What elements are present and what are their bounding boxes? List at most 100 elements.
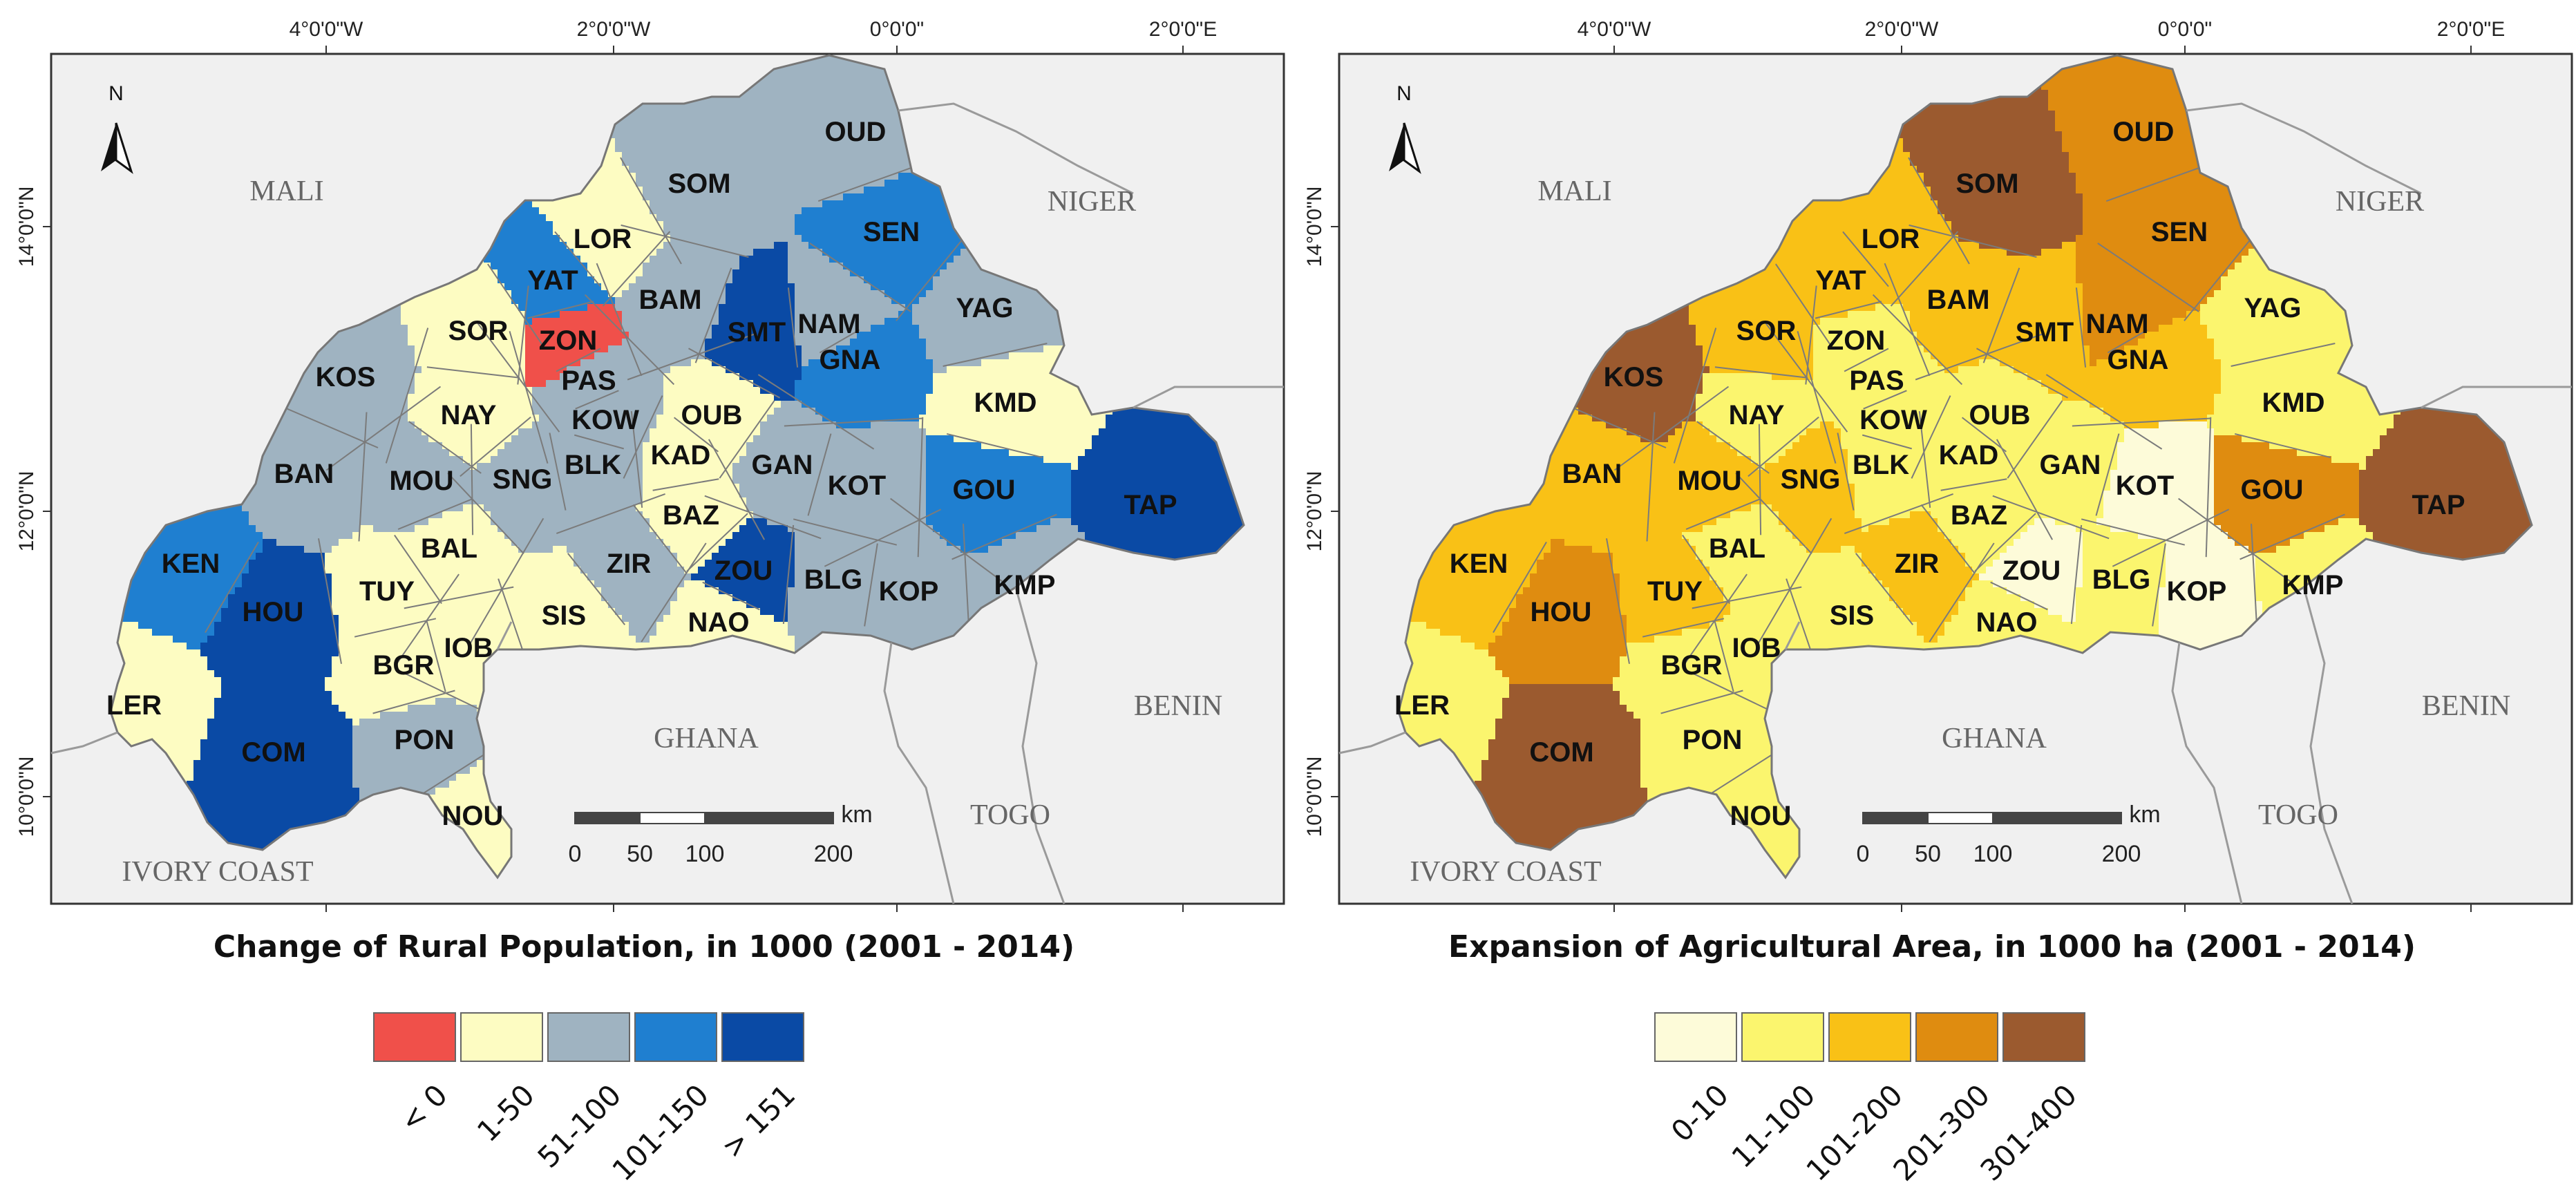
- province-label-zou: ZOU: [714, 556, 773, 586]
- map-rural-population: 4°0'0"W 2°0'0"W 0°0'0" 2°0'0"E 14°0'0"N 12°0'…: [15, 18, 1285, 912]
- province-label-yat: YAT: [527, 265, 578, 296]
- province-label-bal: BAL: [421, 533, 477, 564]
- scale-tick: 200: [814, 841, 853, 867]
- province-label-mou: MOU: [389, 466, 453, 496]
- burkina-faso-outline: [1397, 54, 2533, 880]
- country-label: BENIN: [2422, 690, 2510, 722]
- province-label-lor: LOR: [1862, 224, 1920, 254]
- province-label-yat: YAT: [1815, 265, 1866, 296]
- latitude-label: 10°0'0"N: [1303, 757, 1326, 837]
- province-label-gou: GOU: [952, 475, 1015, 505]
- province-label-sen: SEN: [2151, 217, 2208, 247]
- province-label-hou: HOU: [1531, 597, 1592, 627]
- province-label-sen: SEN: [863, 217, 920, 247]
- province-label-smt: SMT: [2016, 317, 2074, 348]
- province-label-kmp: KMP: [994, 570, 1056, 600]
- province-label-zon: ZON: [539, 325, 597, 356]
- province-label-gou: GOU: [2240, 475, 2303, 505]
- scale-bar: 0 50 100 200 km: [569, 801, 873, 867]
- province-label-bgr: BGR: [1661, 650, 1723, 681]
- country-label: BENIN: [1134, 690, 1222, 722]
- country-label: MALI: [1537, 175, 1611, 207]
- province-label-oud: OUD: [2113, 117, 2175, 147]
- province-label-oub: OUB: [1969, 400, 2031, 430]
- latitude-label: 12°0'0"N: [1303, 471, 1326, 552]
- province-label-kop: KOP: [2167, 576, 2227, 607]
- province-label-bam: BAM: [638, 285, 701, 315]
- province-label-tuy: TUY: [1647, 576, 1703, 607]
- longitude-label: 2°0'0"W: [1865, 18, 1939, 41]
- province-label-nam: NAM: [2085, 309, 2148, 339]
- scale-tick: 50: [1915, 841, 1941, 867]
- country-label: TOGO: [970, 799, 1050, 831]
- panel-agricultural-area: 4°0'0"W 2°0'0"W 0°0'0" 2°0'0"E 14°0'0"N 12°0'…: [1288, 0, 2576, 1196]
- province-label-lor: LOR: [574, 224, 632, 254]
- province-label-sis: SIS: [1830, 600, 1874, 631]
- scale-unit: km: [2129, 801, 2160, 828]
- province-label-kos: KOS: [316, 362, 376, 392]
- legend-swatch: [1741, 1012, 1824, 1062]
- province-label-nay: NAY: [441, 400, 497, 430]
- province-label-kot: KOT: [828, 471, 886, 501]
- scale-tick: 200: [2102, 841, 2141, 867]
- province-label-nou: NOU: [1730, 801, 1792, 831]
- province-label-bam: BAM: [1926, 285, 1989, 315]
- province-label-iob: IOB: [444, 633, 493, 663]
- scale-unit: km: [841, 801, 872, 828]
- province-label-smt: SMT: [728, 317, 786, 348]
- province-label-oub: OUB: [681, 400, 743, 430]
- province-label-blk: BLK: [1853, 450, 1909, 480]
- scale-tick: 0: [569, 841, 582, 867]
- province-label-bal: BAL: [1709, 533, 1765, 564]
- country-label: GHANA: [654, 723, 759, 754]
- province-label-sng: SNG: [1781, 464, 1841, 495]
- province-label-tap: TAP: [2412, 490, 2465, 520]
- longitude-label: 2°0'0"E: [2437, 18, 2505, 41]
- province-label-pas: PAS: [561, 366, 616, 396]
- province-label-zir: ZIR: [1895, 549, 1940, 579]
- province-borders: [1493, 157, 2345, 805]
- province-label-blk: BLK: [565, 450, 621, 480]
- province-label-kop: KOP: [879, 576, 939, 607]
- neighbour-border: [496, 621, 513, 650]
- legend-title: Expansion of Agricultural Area, in 1000 …: [1448, 929, 2416, 965]
- province-label-nou: NOU: [442, 801, 504, 831]
- scale-tick: 50: [627, 841, 653, 867]
- province-label-gan: GAN: [2040, 450, 2101, 480]
- legend-swatch: [547, 1012, 630, 1062]
- legend-swatch: [2002, 1012, 2085, 1062]
- province-label-nay: NAY: [1729, 400, 1785, 430]
- map-agricultural-area: 4°0'0"W 2°0'0"W 0°0'0" 2°0'0"E 14°0'0"N 12°0'…: [1303, 18, 2573, 912]
- country-label: TOGO: [2258, 799, 2338, 831]
- scale-tick: 100: [685, 841, 725, 867]
- neighbour-border: [2171, 642, 2243, 904]
- province-label-kos: KOS: [1604, 362, 1664, 392]
- north-arrow-icon: N: [101, 82, 133, 174]
- province-label-gna: GNA: [2108, 345, 2169, 375]
- country-label: NIGER: [1048, 186, 1136, 218]
- legend-swatch: [721, 1012, 804, 1062]
- neighbour-border: [898, 102, 1134, 195]
- latitude-label: 14°0'0"N: [15, 187, 38, 267]
- province-label-yag: YAG: [2244, 293, 2301, 323]
- province-label-ler: LER: [106, 690, 162, 721]
- province-label-nao: NAO: [1976, 607, 2038, 638]
- province-borders: [205, 157, 1057, 805]
- legend-swatch: [1654, 1012, 1737, 1062]
- neighbour-border: [1338, 731, 1406, 754]
- province-label-kad: KAD: [651, 440, 711, 471]
- neighbour-border: [1014, 587, 1066, 904]
- province-label-baz: BAZ: [1951, 500, 2007, 531]
- province-label-oud: OUD: [825, 117, 887, 147]
- province-label-baz: BAZ: [663, 500, 719, 531]
- province-label-kow: KOW: [1859, 405, 1927, 435]
- north-label: N: [108, 82, 124, 105]
- province-label-zon: ZON: [1827, 325, 1885, 356]
- province-label-blg: BLG: [2092, 564, 2150, 595]
- neighbour-border: [1784, 621, 1801, 650]
- province-label-zir: ZIR: [607, 549, 652, 579]
- province-label-nam: NAM: [797, 309, 860, 339]
- legend-swatch: [1828, 1012, 1911, 1062]
- province-label-pon: PON: [1683, 725, 1743, 755]
- province-label-nao: NAO: [688, 607, 750, 638]
